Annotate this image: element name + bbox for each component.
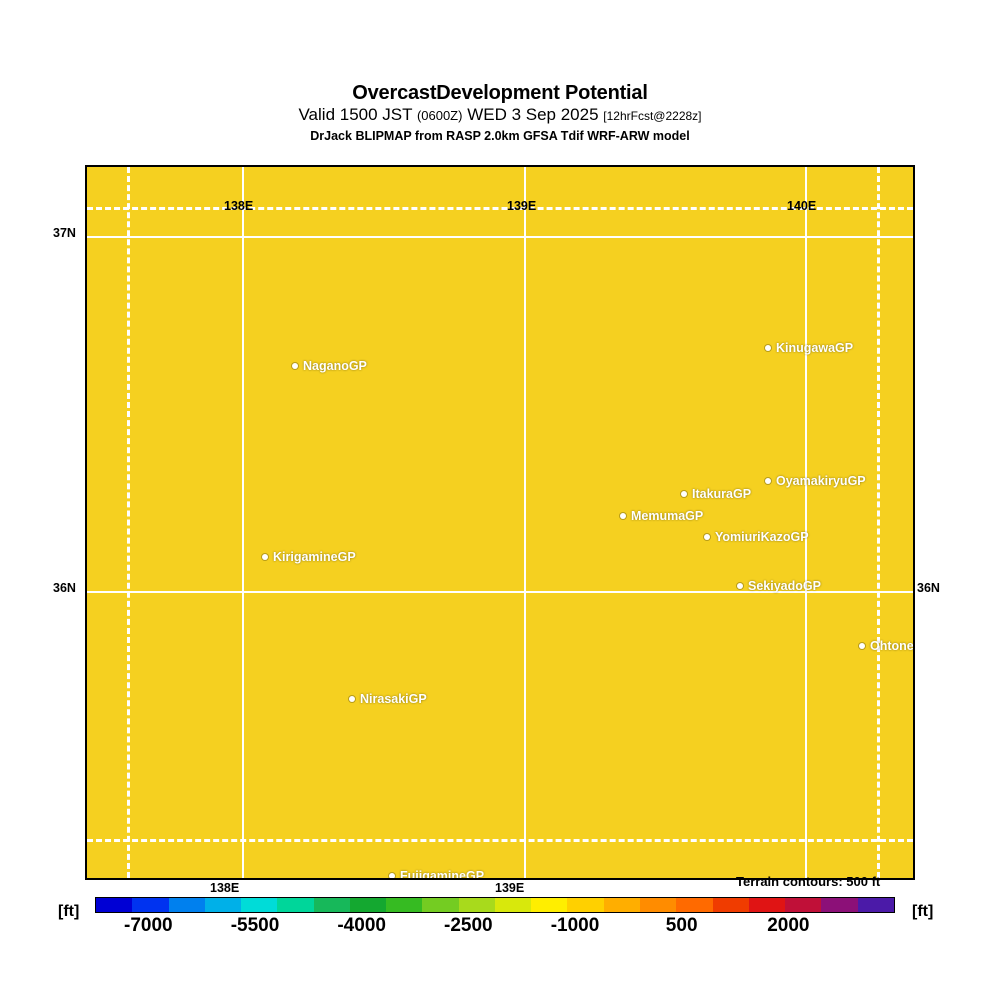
station-dot-icon [737,583,743,589]
colorbar-segment [458,898,495,912]
station-label: MemumaGP [631,509,704,523]
station-label: Ohtone [870,639,914,653]
colorbar-tick-label: -5500 [230,915,280,936]
colorbar-segment [349,898,387,912]
station-label: YomiuriKazoGP [715,530,809,544]
colorbar-segment [386,898,423,912]
valid-utc: (0600Z) [416,108,463,123]
forecast-tag: [12hrFcst@2228z] [603,109,702,123]
station-label: OyamakiryuGP [776,474,866,488]
model-line: DrJack BLIPMAP from RASP 2.0km GFSA Tdif… [310,129,690,143]
longitude-gridline [524,167,526,878]
colorbar-segment [422,898,459,912]
station-dot-icon [262,554,268,560]
colorbar-tick-label: -2500 [444,915,493,936]
longitude-label: 138E [210,881,240,895]
colorbar-segment [785,898,822,912]
colorbar-segment [639,898,677,912]
station-label: ItakuraGP [692,487,752,501]
station-label: FujigamineGP [400,869,485,880]
station-dot-icon [620,513,626,519]
page-title: OvercastDevelopment Potential [352,82,648,104]
colorbar-segment [531,898,568,912]
domain-boundary-dashed [87,839,913,842]
longitude-label: 139E [495,881,525,895]
station-marker[interactable]: YomiuriKazoGP [704,530,809,544]
valid-prefix: Valid 1500 JST [298,105,417,124]
latitude-label: 36N [53,581,76,595]
station-dot-icon [292,363,298,369]
colorbar-tick-label: 2000 [767,915,810,936]
station-marker[interactable]: KinugawaGP [765,341,853,355]
colorbar-tick-label: -4000 [337,915,386,936]
colorbar-segment [132,898,169,912]
longitude-gridline [805,167,807,878]
station-label: NaganoGP [303,359,367,373]
colorbar-segment [313,898,350,912]
colorbar[interactable] [95,897,895,913]
colorbar-segment [277,898,314,912]
station-marker[interactable]: OyamakiryuGP [765,474,866,488]
colorbar-segment [168,898,205,912]
colorbar-segment [821,898,858,912]
station-dot-icon [765,478,771,484]
station-marker[interactable]: MemumaGP [620,509,703,523]
colorbar-segment [603,898,640,912]
station-label: NirasakiGP [360,692,427,706]
latitude-label: 37N [53,226,76,240]
colorbar-tick-label: 500 [665,915,698,936]
colorbar-segment [204,898,242,912]
station-marker[interactable]: ItakuraGP [681,487,751,501]
colorbar-segment [857,898,894,912]
longitude-label: 138E [224,199,254,213]
domain-boundary-dashed [87,207,913,210]
map-plot-area[interactable]: 138E 139E 140E NaganoGP KinugawaGP Oyamakiryu… [85,165,915,880]
latitude-gridline [87,236,913,238]
terrain-contour-note: Terrain contours: 500 ft [736,874,881,889]
colorbar-segment [494,898,532,912]
overcast-potential-field [87,167,913,878]
colorbar-unit-left: [ft] [58,903,80,920]
colorbar-segment [567,898,604,912]
station-dot-icon [349,696,355,702]
longitude-label: 140E [787,199,817,213]
colorbar-tick-label: -1000 [550,915,600,936]
station-marker[interactable]: NirasakiGP [349,692,427,706]
valid-date: WED 3 Sep 2025 [462,105,604,124]
colorbar-segment [748,898,786,912]
domain-boundary-dashed [877,167,880,878]
station-label: KirigamineGP [273,550,356,564]
station-marker[interactable]: KirigamineGP [262,550,356,564]
latitude-label: 36N [917,581,940,595]
station-marker[interactable]: NaganoGP [292,359,367,373]
station-marker[interactable]: Ohtone [859,639,914,653]
colorbar-gradient [95,897,895,913]
colorbar-segment [712,898,749,912]
station-dot-icon [859,643,865,649]
station-dot-icon [765,345,771,351]
station-label: SekiyadoGP [748,579,821,593]
colorbar-segment [676,898,713,912]
colorbar-segment [241,898,278,912]
longitude-label: 139E [507,199,537,213]
longitude-gridline [242,167,244,878]
domain-boundary-dashed [127,167,130,878]
station-marker[interactable]: SekiyadoGP [737,579,821,593]
station-dot-icon [681,491,687,497]
station-dot-icon [704,534,710,540]
station-dot-icon [389,873,395,878]
colorbar-tick-label: -7000 [124,915,173,936]
station-marker[interactable]: FujigamineGP [389,869,485,880]
valid-time-line: Valid 1500 JST (0600Z) WED 3 Sep 2025 [1… [0,105,1000,126]
station-label: KinugawaGP [776,341,854,355]
title-block: OvercastDevelopment Potential Valid 1500… [0,82,1000,144]
colorbar-unit-right: [ft] [912,903,934,920]
latitude-gridline [87,591,913,593]
field-canvas [87,167,913,878]
colorbar-segment [96,898,133,912]
